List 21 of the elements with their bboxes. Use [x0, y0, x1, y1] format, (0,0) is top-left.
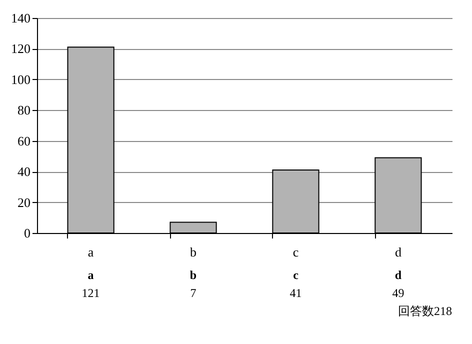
data-label: 121: [82, 286, 100, 300]
category-label: c: [293, 268, 298, 282]
x-tick-label: a: [88, 244, 94, 260]
x-tick-label: c: [292, 244, 299, 260]
x-tick-label: d: [394, 244, 402, 260]
data-label: 49: [392, 286, 404, 300]
y-tick-label: 100: [11, 72, 30, 87]
y-tick-label: 60: [18, 133, 30, 148]
y-tick-label: 80: [18, 102, 30, 118]
y-tick-label: 140: [11, 10, 30, 26]
y-tick-label: 0: [24, 226, 30, 240]
y-tick-label: 40: [18, 164, 30, 180]
category-label: d: [394, 268, 402, 282]
text: 回答数218: [398, 304, 452, 318]
y-tick-label: 20: [18, 194, 30, 210]
y-tick-label: 120: [11, 41, 30, 56]
data-label: 7: [190, 286, 196, 300]
category-label: b: [190, 268, 197, 282]
data-label: 41: [290, 286, 302, 300]
x-tick-label: b: [190, 244, 197, 260]
category-label: a: [88, 268, 94, 282]
